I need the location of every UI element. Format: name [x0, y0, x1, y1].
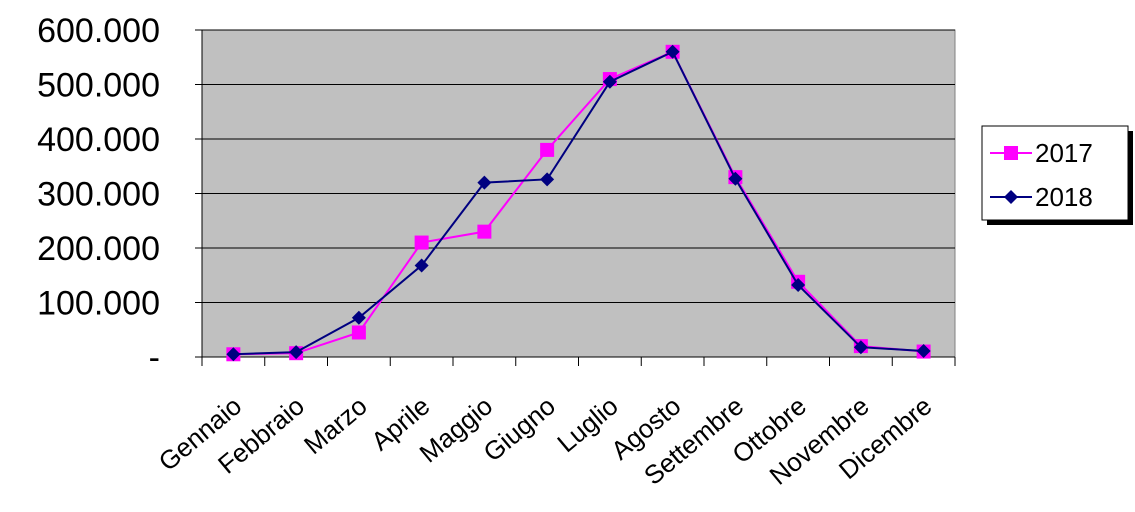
data-point-2018 — [289, 345, 304, 360]
data-point-2018 — [791, 278, 806, 293]
data-point-2017 — [540, 142, 555, 157]
data-point-2018 — [602, 74, 617, 89]
data-point-2018 — [853, 340, 868, 355]
series-group — [226, 44, 931, 362]
legend-marker-2018 — [1004, 190, 1018, 204]
data-point-2017 — [351, 325, 366, 340]
data-point-2018 — [226, 347, 241, 362]
data-point-2018 — [728, 171, 743, 186]
data-point-2018 — [351, 310, 366, 325]
legend-marker-2017 — [1004, 146, 1018, 160]
legend: 2017 2018 — [981, 125, 1133, 225]
y-tick-label: 100.000 — [37, 285, 160, 323]
x-tick-label: Marzo — [298, 391, 373, 460]
data-point-2018 — [477, 175, 492, 190]
x-tick-label: Maggio — [414, 391, 499, 469]
y-tick-label: 600.000 — [37, 12, 160, 50]
x-tick-label: Giugno — [477, 391, 561, 468]
y-tick-label: 400.000 — [37, 121, 160, 159]
data-point-2018 — [916, 344, 931, 359]
y-tick-label: 500.000 — [37, 67, 160, 105]
plot-area — [201, 29, 956, 358]
data-point-2017 — [477, 224, 492, 239]
y-tick-label: 200.000 — [37, 230, 160, 268]
y-tick-label: 300.000 — [37, 176, 160, 214]
data-point-2018 — [665, 44, 680, 59]
legend-label-2018: 2018 — [1035, 182, 1093, 212]
data-point-2017 — [414, 235, 429, 250]
y-tick-label: - — [149, 339, 160, 377]
legend-label-2017: 2017 — [1035, 138, 1093, 168]
legend-box — [981, 125, 1129, 221]
series-line-2017 — [233, 50, 924, 356]
series-line-2018 — [233, 50, 924, 356]
data-point-2018 — [540, 172, 555, 187]
data-point-2018 — [414, 258, 429, 273]
